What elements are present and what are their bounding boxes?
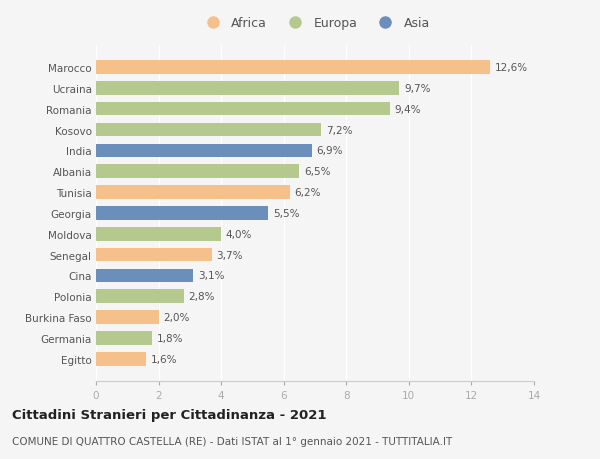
Bar — [96, 352, 146, 366]
Text: 5,5%: 5,5% — [273, 208, 299, 218]
Text: 3,7%: 3,7% — [217, 250, 243, 260]
Bar — [96, 186, 290, 199]
Bar — [96, 123, 321, 137]
Text: 3,1%: 3,1% — [197, 271, 224, 281]
Bar — [96, 269, 193, 283]
Text: 12,6%: 12,6% — [495, 63, 528, 73]
Text: COMUNE DI QUATTRO CASTELLA (RE) - Dati ISTAT al 1° gennaio 2021 - TUTTITALIA.IT: COMUNE DI QUATTRO CASTELLA (RE) - Dati I… — [12, 436, 452, 446]
Bar — [96, 331, 152, 345]
Text: Cittadini Stranieri per Cittadinanza - 2021: Cittadini Stranieri per Cittadinanza - 2… — [12, 409, 326, 421]
Text: 9,7%: 9,7% — [404, 84, 431, 94]
Text: 6,9%: 6,9% — [317, 146, 343, 156]
Text: 7,2%: 7,2% — [326, 125, 352, 135]
Bar — [96, 207, 268, 220]
Bar — [96, 165, 299, 179]
Text: 9,4%: 9,4% — [395, 105, 421, 114]
Bar — [96, 228, 221, 241]
Bar — [96, 82, 400, 95]
Bar — [96, 290, 184, 303]
Text: 2,8%: 2,8% — [188, 291, 215, 302]
Bar — [96, 248, 212, 262]
Text: 6,5%: 6,5% — [304, 167, 331, 177]
Text: 4,0%: 4,0% — [226, 229, 252, 239]
Bar — [96, 311, 158, 324]
Bar — [96, 144, 312, 158]
Text: 2,0%: 2,0% — [163, 313, 190, 322]
Text: 6,2%: 6,2% — [295, 188, 321, 198]
Bar — [96, 61, 490, 75]
Legend: Africa, Europa, Asia: Africa, Europa, Asia — [195, 12, 435, 35]
Text: 1,6%: 1,6% — [151, 354, 177, 364]
Bar — [96, 103, 390, 116]
Text: 1,8%: 1,8% — [157, 333, 184, 343]
